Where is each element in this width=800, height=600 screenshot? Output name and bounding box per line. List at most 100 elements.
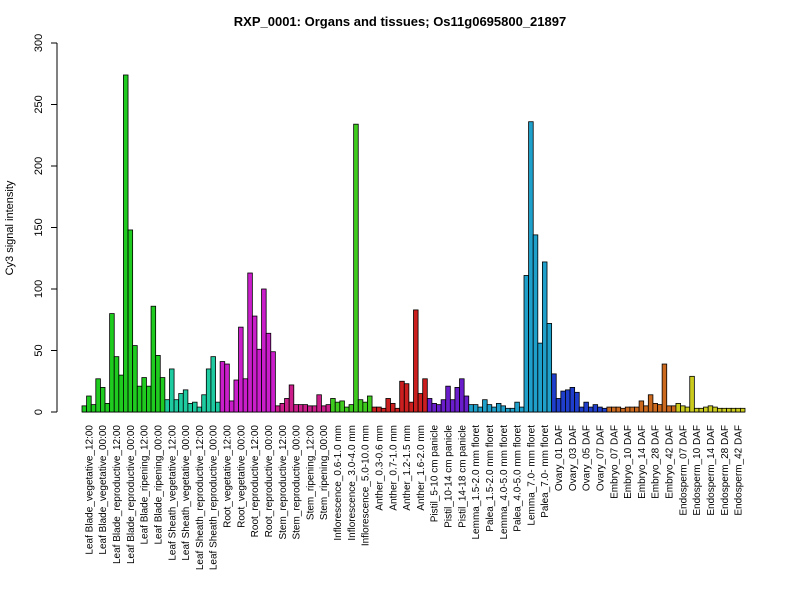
bar (468, 404, 474, 413)
y-axis: 0 50 100 150 200 250 300 (33, 34, 58, 415)
bar (344, 406, 350, 413)
x-category-label: Stem_ripening_00:00 (319, 425, 330, 521)
bar (141, 377, 147, 413)
x-category-label: Root_vegetative_00:00 (236, 425, 247, 528)
x-category-label: Embryo_42 DAF (665, 425, 676, 499)
x-category-label: Inflorescence_0.6-1.0 mm (333, 425, 344, 541)
bar (459, 378, 465, 413)
bar (578, 406, 585, 413)
y-tick-label: 100 (33, 280, 45, 298)
bar (740, 407, 746, 413)
bar (495, 402, 502, 413)
bar (339, 400, 345, 413)
x-category-label: Stem_reproductive_12:00 (278, 425, 289, 540)
bar (528, 121, 534, 413)
bar (721, 407, 727, 413)
bar (123, 74, 129, 413)
x-category-label: Lemma_7.0- mm floret (526, 425, 537, 526)
x-axis-labels: Leaf Blade_vegetative_12:00 Leaf Blade_ve… (84, 425, 744, 571)
y-tick-label: 0 (33, 409, 45, 415)
bar (100, 386, 106, 413)
bar (362, 401, 368, 413)
bar (159, 377, 166, 413)
bar (569, 386, 576, 413)
x-category-label: Stem_reproductive_00:00 (292, 425, 303, 540)
bar (178, 393, 184, 413)
bar (730, 407, 737, 413)
bar (629, 406, 635, 413)
bar (422, 378, 428, 413)
bar (334, 401, 341, 413)
bar (274, 405, 281, 413)
bar (210, 356, 216, 413)
bar (127, 229, 134, 413)
bar (247, 272, 253, 413)
bar (81, 405, 87, 413)
bar (187, 402, 193, 413)
bar (574, 391, 580, 413)
x-category-label: Leaf Blade_reproductive_12:00 (112, 425, 123, 564)
bar (104, 402, 111, 413)
x-category-label: Leaf Sheath_vegetative_00:00 (181, 425, 192, 561)
y-tick-label: 50 (33, 344, 45, 356)
bar (219, 361, 226, 413)
bar (436, 404, 442, 413)
x-category-label: Leaf Blade_vegetative_00:00 (98, 425, 109, 555)
bar (463, 395, 470, 413)
bar (555, 398, 562, 413)
bar (583, 401, 589, 413)
x-category-label: Endosperm_07 DAF (678, 425, 689, 516)
bar (164, 399, 170, 413)
bar (431, 402, 437, 413)
bar (238, 326, 244, 413)
bar (426, 398, 433, 413)
bar (201, 394, 207, 413)
bar (173, 399, 180, 413)
bar (371, 406, 378, 413)
x-category-label: Anther_0.3-0.6 mm (374, 425, 385, 511)
bar (228, 400, 235, 413)
x-category-label: Ovary_07 DAF (595, 425, 606, 491)
bar (150, 305, 157, 413)
bar (215, 401, 221, 413)
x-category-label: Root_reproductive_00:00 (264, 425, 275, 538)
bar (399, 380, 405, 413)
bar (408, 401, 414, 413)
y-tick-label: 150 (33, 218, 45, 236)
bar (445, 385, 451, 413)
bar (689, 375, 695, 413)
bar (606, 406, 612, 413)
bar (472, 404, 479, 413)
x-category-label: Stem_ripening_12:00 (305, 425, 316, 521)
x-category-label: Root_reproductive_12:00 (250, 425, 261, 538)
bar (288, 384, 295, 413)
bar (601, 407, 608, 413)
bar (136, 385, 143, 413)
x-category-label: Leaf Blade_ripening_00:00 (153, 425, 164, 545)
x-category-label: Inflorescence_5.0-10.0 mm (361, 425, 372, 546)
bar (316, 394, 322, 413)
bar (542, 261, 548, 413)
bar (611, 406, 617, 413)
bar (597, 406, 603, 413)
bar (615, 406, 622, 413)
bar (505, 407, 511, 413)
bar (716, 407, 723, 413)
x-category-label: Anther_1.6-2.0 mm (416, 425, 427, 511)
y-tick-label: 300 (33, 34, 45, 52)
x-category-label: Root_vegetative_12:00 (223, 425, 234, 528)
bar (307, 405, 313, 413)
bar (413, 309, 419, 413)
x-category-label: Leaf Blade_vegetative_12:00 (84, 425, 95, 555)
x-category-label: Ovary_01 DAF (554, 425, 565, 491)
bar (192, 401, 198, 413)
bar (297, 404, 304, 413)
bar (132, 345, 138, 413)
bar (657, 404, 663, 413)
bars (81, 74, 746, 413)
x-category-label: Pistil_10-14 cm panicle (444, 425, 455, 528)
x-category-label: Embryo_14 DAF (637, 425, 648, 499)
bar (486, 404, 493, 413)
bar (357, 399, 364, 413)
